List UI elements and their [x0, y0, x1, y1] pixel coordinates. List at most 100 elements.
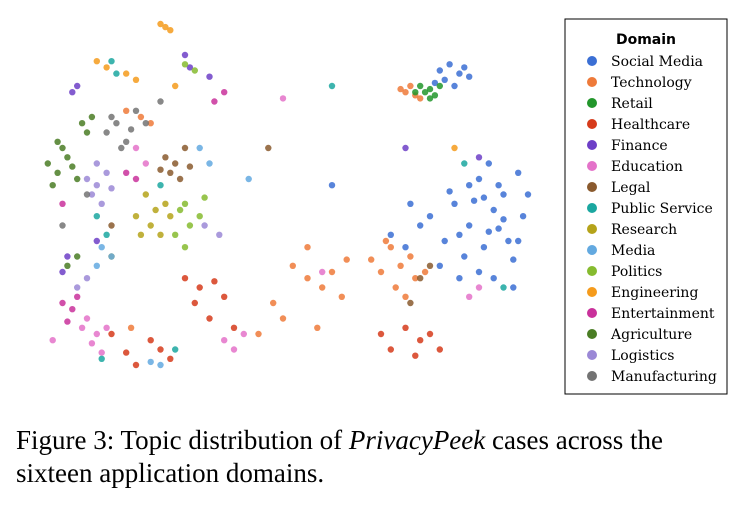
point-media: [108, 253, 115, 260]
point-legal: [265, 144, 272, 152]
point-healthcare: [412, 352, 419, 359]
point-public-service: [108, 58, 115, 65]
point-agriculture: [49, 182, 56, 189]
point-technology: [123, 107, 130, 115]
point-logistics: [88, 191, 96, 198]
point-technology: [397, 85, 404, 93]
point-technology: [382, 237, 390, 245]
point-legal: [426, 262, 434, 269]
legend-item-education: Education: [587, 159, 683, 175]
point-manufacturing: [118, 144, 125, 152]
point-research: [157, 231, 164, 238]
point-social-media: [451, 200, 458, 207]
point-finance: [64, 253, 71, 260]
point-legal: [417, 275, 424, 282]
point-legal: [157, 166, 164, 173]
legend-marker-technology: [587, 77, 597, 87]
point-finance: [206, 73, 213, 80]
point-education: [230, 346, 238, 353]
point-logistics: [103, 169, 110, 176]
point-politics: [176, 206, 184, 214]
point-media: [245, 175, 252, 183]
point-healthcare: [221, 293, 228, 300]
point-research: [132, 213, 140, 220]
point-engineering: [132, 76, 140, 84]
legend-items: Social Media Technology Retail Healthcare Fi…: [587, 54, 717, 385]
point-social-media: [480, 244, 488, 251]
point-logistics: [201, 222, 208, 229]
point-education: [103, 324, 110, 331]
point-logistics: [108, 185, 115, 192]
point-media: [157, 361, 164, 369]
legend-label-technology: Technology: [611, 75, 692, 91]
point-agriculture: [59, 144, 66, 152]
point-public-service: [172, 346, 179, 353]
point-social-media: [470, 197, 478, 204]
legend-item-engineering: Engineering: [587, 285, 698, 301]
point-public-service: [93, 213, 101, 220]
point-education: [88, 340, 96, 347]
point-public-service: [113, 70, 120, 77]
point-healthcare: [387, 346, 394, 353]
point-manufacturing: [157, 98, 164, 105]
legend-item-finance: Finance: [587, 138, 668, 154]
legend-label-healthcare: Healthcare: [611, 117, 690, 133]
legend-marker-retail: [587, 98, 597, 108]
point-healthcare: [123, 349, 130, 356]
point-social-media: [466, 73, 473, 80]
point-politics: [201, 194, 208, 201]
point-social-media: [407, 200, 414, 207]
point-social-media: [466, 182, 473, 189]
point-politics: [181, 200, 189, 207]
point-social-media: [456, 231, 463, 238]
point-technology: [314, 324, 321, 331]
point-manufacturing: [103, 129, 110, 136]
point-social-media: [490, 206, 497, 214]
point-finance: [69, 89, 76, 96]
point-finance: [93, 237, 101, 245]
point-manufacturing: [132, 107, 140, 115]
point-logistics: [83, 275, 91, 282]
point-research: [167, 213, 174, 220]
point-healthcare: [167, 355, 174, 362]
legend: Domain Social Media Technology Retail Healt…: [564, 18, 728, 395]
point-legal: [181, 144, 189, 152]
legend-item-politics: Politics: [587, 264, 662, 280]
point-social-media: [510, 284, 517, 291]
point-retail: [436, 82, 443, 90]
point-healthcare: [211, 278, 218, 285]
point-logistics: [74, 284, 81, 291]
point-media: [147, 358, 154, 366]
legend-marker-research: [587, 224, 597, 234]
point-technology: [397, 262, 404, 269]
point-education: [240, 330, 247, 338]
legend-marker-public-service: [587, 203, 597, 213]
point-media: [206, 160, 213, 167]
legend-label-research: Research: [611, 222, 677, 238]
legend-item-entertainment: Entertainment: [587, 306, 715, 322]
point-manufacturing: [123, 138, 130, 145]
point-social-media: [519, 213, 527, 220]
legend-item-research: Research: [587, 222, 677, 238]
point-technology: [377, 268, 385, 276]
point-retail: [431, 92, 439, 99]
point-social-media: [480, 194, 488, 201]
legend-marker-finance: [587, 140, 597, 150]
point-logistics: [83, 175, 91, 183]
point-social-media: [451, 82, 458, 90]
legend-label-public-service: Public Service: [611, 201, 713, 217]
point-finance: [475, 154, 483, 161]
legend-item-manufacturing: Manufacturing: [587, 369, 717, 385]
point-social-media: [475, 175, 483, 183]
point-social-media: [387, 231, 394, 238]
point-technology: [338, 293, 345, 300]
point-politics: [181, 244, 189, 251]
point-retail: [426, 95, 434, 102]
point-healthcare: [402, 324, 409, 331]
point-manufacturing: [142, 120, 149, 127]
point-engineering: [167, 27, 174, 34]
point-social-media: [402, 244, 409, 251]
point-healthcare: [196, 284, 203, 291]
point-engineering: [172, 82, 179, 90]
point-legal: [108, 222, 115, 229]
